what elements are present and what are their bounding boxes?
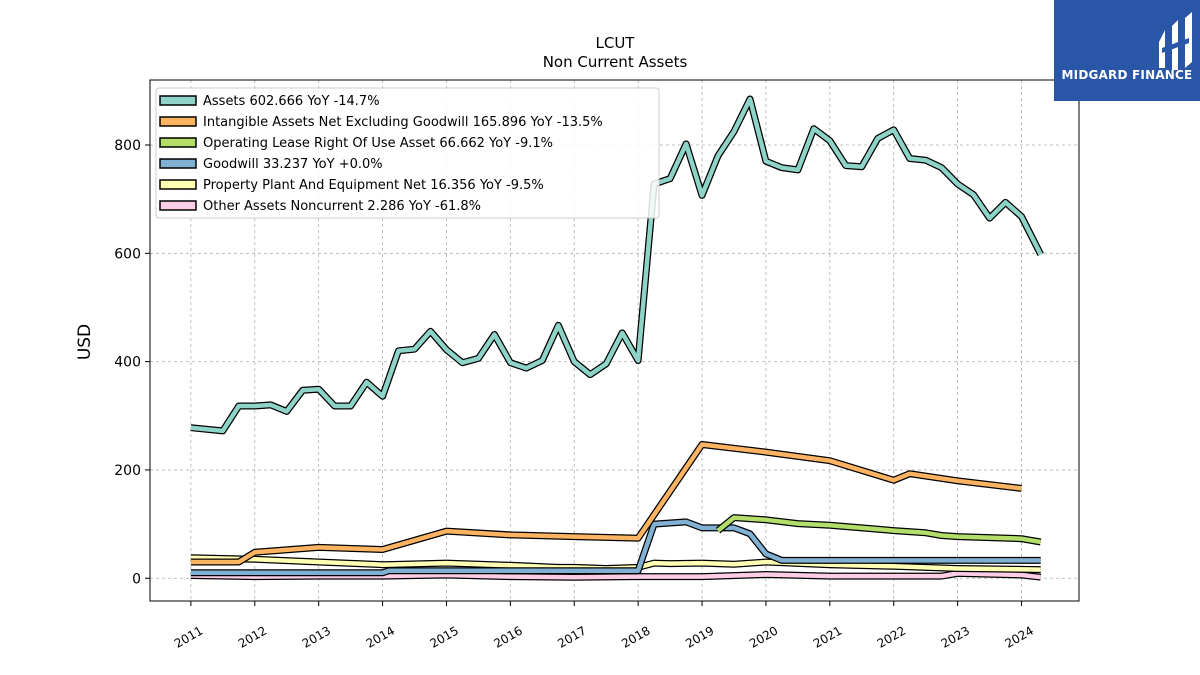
legend-swatch [159, 137, 197, 148]
legend-label: Operating Lease Right Of Use Asset 66.66… [203, 136, 553, 151]
legend-swatch [159, 116, 197, 127]
series-line [190, 441, 1022, 566]
series-stroke [190, 519, 1041, 576]
x-tick-label: 2016 [491, 623, 524, 650]
legend: Assets 602.666 YoY -14.7% Intangible Asse… [155, 87, 660, 219]
x-tick-label: 2012 [236, 623, 269, 650]
x-tick-label: 2015 [428, 623, 461, 650]
legend-label: Goodwill 33.237 YoY +0.0% [203, 157, 383, 172]
legend-item: Property Plant And Equipment Net 16.356 … [159, 178, 544, 193]
x-tick-label: 2013 [300, 623, 333, 650]
x-tick-label: 2022 [875, 623, 908, 650]
x-tick-label: 2017 [555, 623, 588, 650]
x-tick-label: 2023 [939, 623, 972, 650]
legend-label: Assets 602.666 YoY -14.7% [203, 94, 380, 109]
y-tick-label: 800 [114, 138, 141, 154]
brand-logo: MIDGARD FINANCE [1054, 0, 1200, 101]
x-tick-label: 2011 [172, 623, 205, 650]
y-tick-label: 400 [114, 355, 141, 371]
series-line [715, 514, 1042, 546]
x-tick-label: 2019 [683, 623, 716, 650]
chart-title: LCUT [596, 34, 636, 52]
series-line [190, 95, 1044, 435]
legend-item: Operating Lease Right Of Use Asset 66.66… [159, 136, 553, 151]
chart-subtitle: Non Current Assets [543, 53, 688, 71]
legend-item: Assets 602.666 YoY -14.7% [159, 94, 380, 109]
y-tick-label: 200 [114, 463, 141, 479]
series-stroke [190, 442, 1022, 565]
legend-label: Intangible Assets Net Excluding Goodwill… [203, 115, 603, 130]
series-lines [190, 95, 1044, 581]
legend-label: Property Plant And Equipment Net 16.356 … [203, 178, 544, 193]
legend-item: Intangible Assets Net Excluding Goodwill… [159, 115, 603, 130]
plot-frame [149, 79, 1080, 602]
x-tick-label: 2014 [364, 623, 397, 650]
legend-swatch [159, 95, 197, 106]
brand-mark-icon [1159, 12, 1192, 70]
x-tick-label: 2018 [619, 623, 652, 650]
legend-swatch [159, 200, 197, 211]
y-axis-label: USD [75, 324, 95, 360]
legend-swatch [159, 158, 197, 169]
legend-box [155, 87, 660, 219]
y-tick-label: 600 [114, 246, 141, 262]
x-tick-label: 2024 [1003, 623, 1036, 650]
series-stroke [716, 515, 1042, 545]
brand-name: MIDGARD FINANCE [1061, 68, 1193, 82]
series-line [190, 518, 1041, 577]
x-tick-label: 2021 [811, 623, 844, 650]
legend-label: Other Assets Noncurrent 2.286 YoY -61.8% [203, 199, 481, 214]
x-tick-label: 2020 [747, 623, 780, 650]
y-tick-label: 0 [132, 571, 141, 587]
series-stroke [190, 96, 1043, 434]
legend-item: Goodwill 33.237 YoY +0.0% [159, 157, 383, 172]
legend-swatch [159, 179, 197, 190]
legend-item: Other Assets Noncurrent 2.286 YoY -61.8% [159, 199, 481, 214]
series-outline [190, 441, 1022, 566]
